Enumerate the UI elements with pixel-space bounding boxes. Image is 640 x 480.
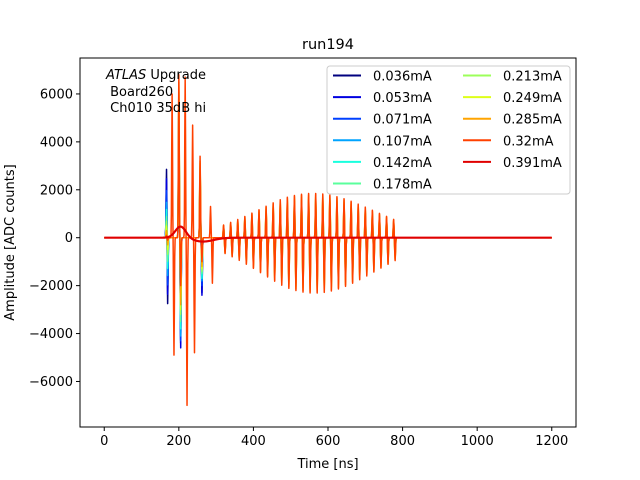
annotation-atlas: ATLAS	[105, 68, 146, 83]
x-tick-label: 1200	[535, 434, 568, 449]
annotation-line-2: Board260	[106, 85, 173, 100]
y-tick-label: 4000	[40, 135, 73, 150]
legend-label: 0.071mA	[373, 113, 432, 128]
x-axis-label: Time [ns]	[296, 457, 358, 472]
series-layer	[103, 74, 553, 407]
y-tick-label: −2000	[29, 279, 73, 294]
annotation-upgrade: Upgrade	[146, 68, 206, 83]
y-tick-label: 2000	[40, 183, 73, 198]
legend-label: 0.285mA	[503, 113, 562, 128]
y-tick-label: −4000	[29, 327, 73, 342]
annotation-line-1: ATLAS Upgrade	[105, 68, 206, 83]
y-tick-label: 0	[65, 231, 73, 246]
y-axis-label: Amplitude [ADC counts]	[3, 164, 18, 320]
chart-title: run194	[302, 37, 354, 53]
legend-label: 0.32mA	[503, 134, 554, 149]
annotation-text: ATLAS Upgrade Board260 Ch010 35dB hi	[105, 68, 206, 116]
legend-label: 0.391mA	[503, 156, 562, 171]
y-tick-label: 6000	[40, 87, 73, 102]
x-tick-label: 0	[100, 434, 108, 449]
legend-items: 0.036mA 0.053mA 0.071mA 0.107mA 0.142mA 0.178…	[333, 70, 562, 193]
legend-label: 0.036mA	[373, 70, 432, 85]
legend-label: 0.107mA	[373, 134, 432, 149]
x-tick-label: 200	[166, 434, 191, 449]
ticks-layer: 0 200 400 600 800 1000 1200 −6000 −4000 −2000 0 200…	[29, 87, 568, 449]
x-tick-label: 1000	[461, 434, 494, 449]
x-tick-label: 800	[390, 434, 415, 449]
legend-label: 0.178mA	[373, 178, 432, 193]
legend-label: 0.053mA	[373, 91, 432, 106]
legend-box	[326, 65, 571, 195]
annotation-line-3: Ch010 35dB hi	[106, 101, 206, 116]
y-tick-label: −6000	[29, 375, 73, 390]
x-tick-label: 600	[316, 434, 341, 449]
legend: 0.036mA 0.053mA 0.071mA 0.107mA 0.142mA 0.178…	[326, 65, 571, 195]
x-tick-label: 400	[241, 434, 266, 449]
legend-label: 0.213mA	[503, 70, 562, 85]
legend-label: 0.249mA	[503, 91, 562, 106]
legend-label: 0.142mA	[373, 156, 432, 171]
series-line-0_391mA	[103, 225, 553, 243]
